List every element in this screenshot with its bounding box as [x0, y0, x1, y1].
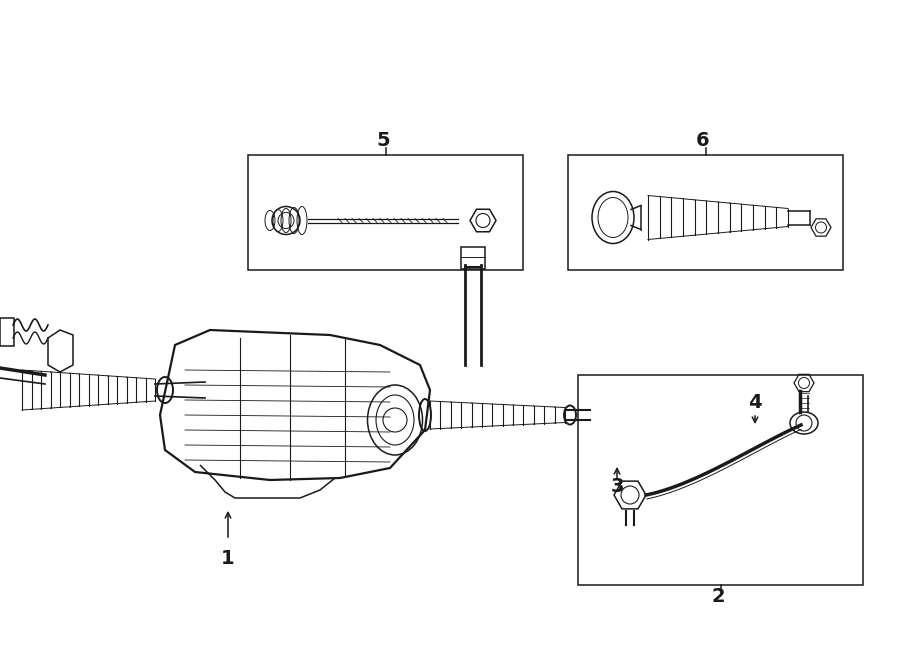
Text: 4: 4: [748, 393, 761, 412]
Text: 2: 2: [711, 587, 724, 606]
Bar: [0, 318, 14, 346]
Bar: [461, 247, 485, 269]
Text: 6: 6: [697, 130, 710, 150]
Bar: [568, 155, 843, 270]
Bar: [248, 155, 523, 270]
Text: 3: 3: [610, 477, 624, 496]
Text: 1: 1: [221, 549, 235, 567]
Bar: [578, 375, 863, 585]
Text: 5: 5: [376, 130, 390, 150]
